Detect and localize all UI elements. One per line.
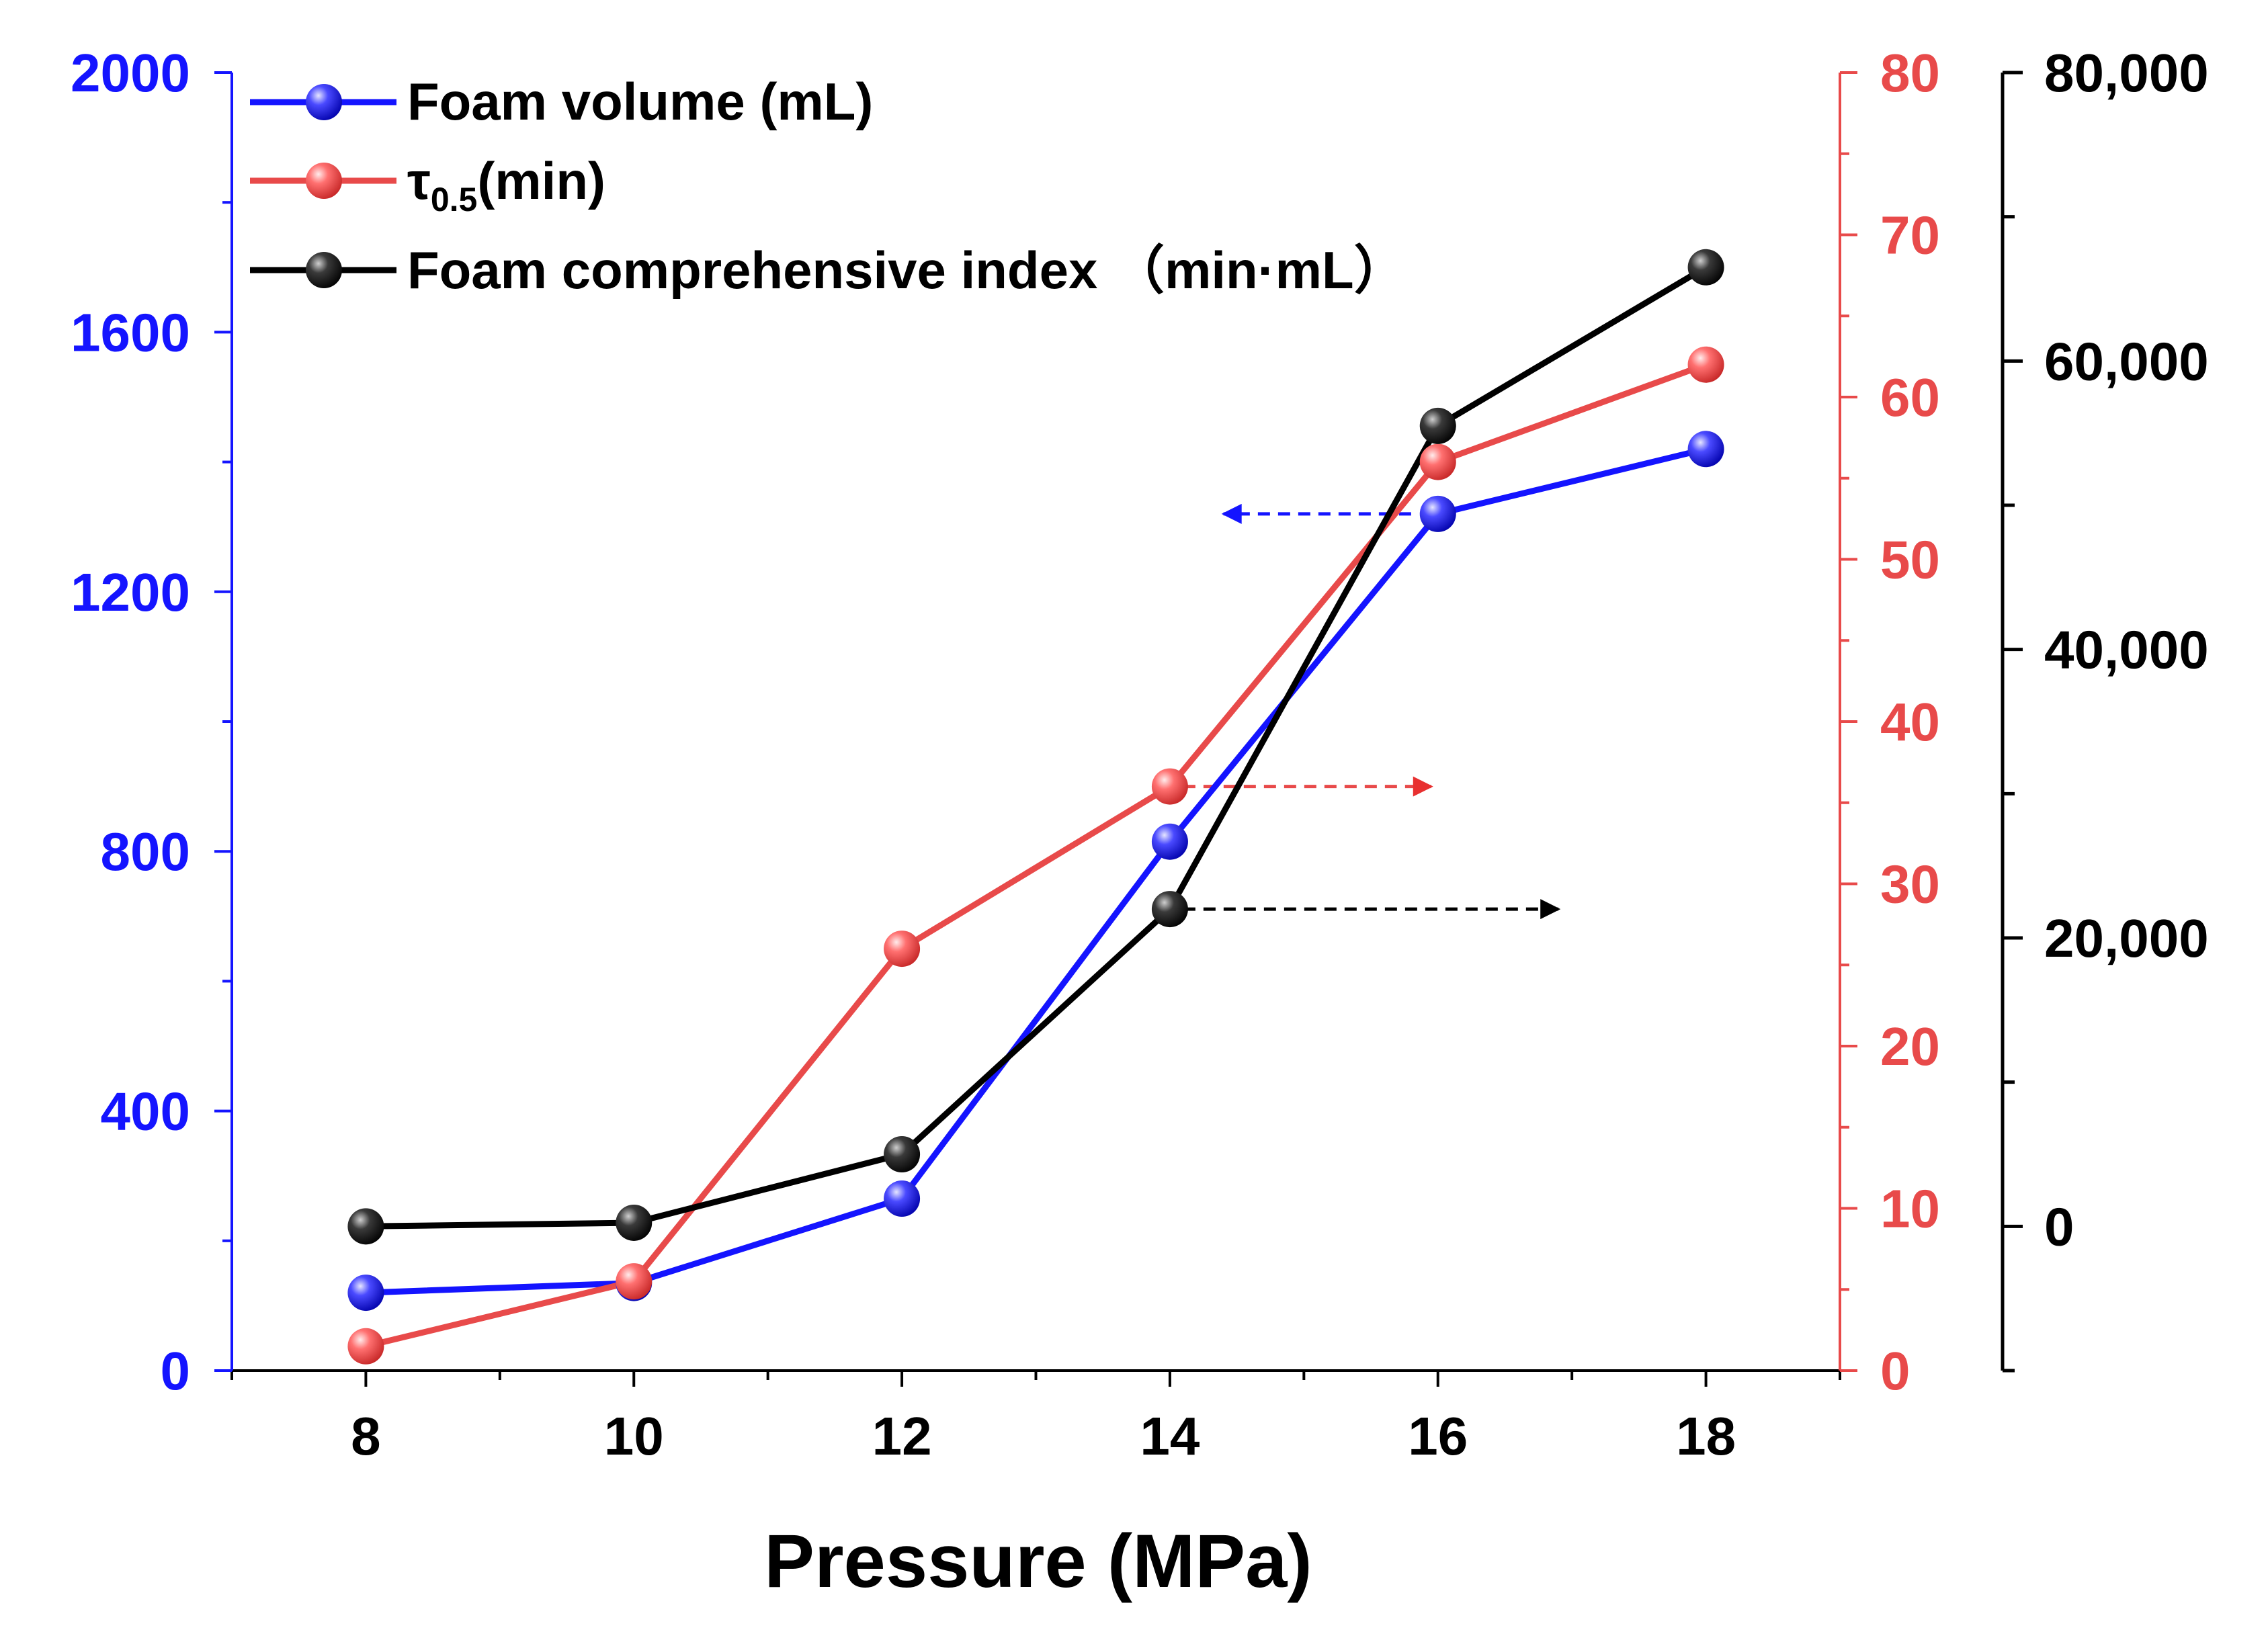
- outer-y-tick-label: 20,000: [2044, 908, 2209, 968]
- outer-y-tick-label: 80,000: [2044, 43, 2209, 103]
- left-y-tick-label: 1600: [71, 302, 190, 362]
- legend-label-tau-subscript: 0.5: [431, 181, 478, 218]
- data-point-foam-volume: [347, 1275, 384, 1311]
- legend-label-tau-unit: (min): [477, 151, 605, 210]
- x-tick-label: 14: [1140, 1406, 1200, 1466]
- legend: Foam volume (mL) τ0.5(min) Foam comprehe…: [250, 72, 1406, 300]
- data-point-comprehensive-index: [347, 1208, 384, 1245]
- legend-label-tau: τ0.5(min): [407, 151, 605, 218]
- x-tick-label: 10: [604, 1406, 664, 1466]
- right-y-tick-label: 80: [1880, 43, 1940, 103]
- data-point-comprehensive-index: [616, 1204, 653, 1241]
- right-y-tick-label: 50: [1880, 530, 1940, 590]
- outer-y-tick-label: 0: [2044, 1197, 2074, 1256]
- right-y-tick-label: 70: [1880, 206, 1940, 265]
- left-y-tick-label: 0: [161, 1341, 191, 1401]
- data-point-tau: [347, 1328, 384, 1365]
- data-point-comprehensive-index: [884, 1136, 921, 1172]
- series-line-foam-volume: [366, 445, 1707, 1296]
- series-layer: [347, 249, 1724, 1365]
- legend-label-tau-symbol: τ: [407, 151, 431, 210]
- data-point-tau: [1419, 443, 1456, 480]
- data-point-foam-volume: [884, 1180, 921, 1217]
- series-line-tau: [365, 361, 1708, 1350]
- left-y-tick-label: 1200: [71, 562, 190, 622]
- legend-label-comprehensive-index: Foam comprehensive index （min·mL）: [407, 241, 1406, 300]
- x-tick-label: 18: [1676, 1406, 1736, 1466]
- data-point-tau: [1687, 346, 1724, 383]
- legend-label-foam-volume: Foam volume (mL): [407, 72, 873, 131]
- series-line-comprehensive-index: [366, 264, 1708, 1230]
- legend-marker-tau: [306, 163, 342, 199]
- right-y-tick-label: 40: [1880, 692, 1940, 752]
- outer-y-tick-label: 60,000: [2044, 331, 2209, 391]
- x-tick-label: 12: [872, 1406, 932, 1466]
- x-tick-label: 16: [1408, 1406, 1468, 1466]
- data-point-comprehensive-index: [1151, 891, 1188, 928]
- right-y-tick-label: 10: [1880, 1179, 1940, 1239]
- outer-y-tick-label: 40,000: [2044, 620, 2209, 680]
- right-y-tick-label: 60: [1880, 368, 1940, 427]
- legend-marker-comprehensive-index: [306, 252, 342, 288]
- data-point-tau: [616, 1263, 653, 1300]
- annotation-layer: [1183, 503, 1561, 920]
- data-point-tau: [1151, 768, 1188, 805]
- legend-marker-foam-volume: [306, 84, 342, 120]
- data-point-comprehensive-index: [1687, 249, 1724, 286]
- data-point-foam-volume: [1687, 431, 1724, 468]
- data-point-foam-volume: [1151, 823, 1188, 860]
- right-y-tick-label: 20: [1880, 1017, 1940, 1076]
- left-y-tick-label: 2000: [71, 43, 190, 103]
- data-point-comprehensive-index: [1419, 407, 1456, 444]
- axes-layer: 8 10 12 14 16 1804008001200160020000102030405…: [71, 43, 2209, 1466]
- data-point-foam-volume: [1419, 495, 1456, 532]
- x-tick-label: 8: [351, 1406, 381, 1466]
- right-y-tick-label: 30: [1880, 855, 1940, 914]
- data-point-tau: [884, 931, 921, 967]
- x-axis-title: Pressure (MPa): [764, 1519, 1312, 1603]
- right-y-tick-label: 0: [1880, 1341, 1910, 1401]
- left-y-tick-label: 400: [101, 1082, 190, 1141]
- left-y-tick-label: 800: [101, 822, 190, 881]
